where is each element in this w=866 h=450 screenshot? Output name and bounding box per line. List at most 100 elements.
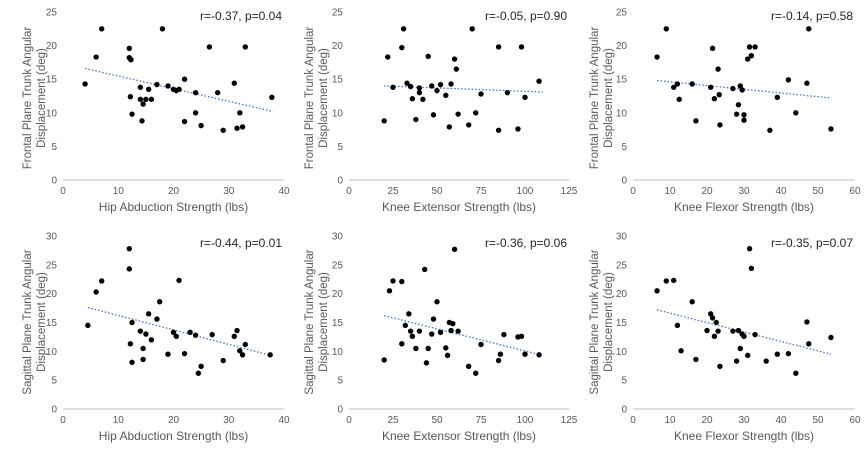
y-tick-label: 25 (332, 8, 344, 19)
y-tick-label: 0 (337, 176, 343, 187)
data-point (413, 345, 419, 352)
y-axis-title-line: Displacement (deg) (318, 48, 330, 148)
data-point (420, 96, 426, 103)
y-axis-title-line: Displacement (deg) (603, 48, 615, 148)
data-point (93, 289, 99, 295)
y-axis-title: Frontal Plane Trunk Angular Displacement … (589, 27, 615, 170)
x-tick-label: 10 (664, 186, 676, 197)
data-point (444, 352, 451, 359)
data-point (717, 363, 723, 370)
data-point (746, 245, 753, 252)
data-point (173, 333, 179, 340)
data-point (522, 94, 528, 101)
x-axis-title: Hip Abduction Strength (lbs) (99, 429, 248, 443)
y-axis-title: Sagittal Plane Trunk Angular Displacement… (589, 249, 615, 394)
data-point (170, 329, 177, 336)
data-point (450, 320, 456, 327)
data-point (237, 348, 243, 354)
data-point (425, 53, 431, 60)
data-point (748, 52, 755, 59)
data-point (704, 327, 710, 334)
data-point (741, 333, 747, 340)
data-point (126, 266, 132, 272)
data-point (735, 102, 742, 108)
x-tick-label: 30 (738, 415, 750, 426)
data-point (231, 80, 237, 86)
x-tick-label: 0 (60, 415, 66, 426)
correlation-annotation: r=-0.05, p=0.90 (485, 9, 567, 23)
data-point (126, 245, 132, 252)
data-point (206, 44, 213, 50)
data-point (735, 327, 742, 334)
data-point (748, 265, 755, 271)
data-point (148, 96, 155, 103)
x-tick-label: 25 (387, 186, 399, 197)
data-point (140, 101, 146, 107)
data-point (654, 288, 660, 294)
x-tick-label: 20 (168, 415, 180, 426)
y-axis-title-line: Frontal Plane Trunk Angular (589, 27, 601, 170)
data-point (148, 337, 155, 343)
data-point (156, 299, 163, 305)
data-point (708, 311, 714, 317)
data-point (137, 328, 144, 334)
data-point (478, 91, 484, 97)
y-axis-title: Sagittal Plane Trunk Angular Displacement… (304, 249, 330, 394)
x-tick-label: 60 (849, 186, 861, 197)
x-tick-label: 40 (278, 186, 290, 197)
data-point (416, 85, 423, 91)
data-point (785, 350, 792, 357)
data-point (689, 299, 695, 305)
data-point (407, 328, 414, 334)
data-point (215, 89, 221, 96)
data-point (434, 87, 440, 94)
data-point (448, 327, 454, 334)
data-point (654, 54, 660, 60)
x-tick-label: 30 (738, 186, 750, 197)
data-point (495, 127, 502, 133)
data-point (267, 352, 273, 358)
data-point (767, 127, 773, 133)
data-point (404, 80, 410, 86)
scatter-chart-4: 0 10 20 30 40 0 5 10 15 20 25 30 Hip Abduction Stren… (22, 232, 290, 444)
data-point (746, 44, 753, 50)
data-point (192, 332, 199, 338)
data-point (708, 84, 714, 90)
data-point (407, 83, 414, 90)
trendline (656, 79, 832, 99)
data-point (774, 94, 780, 101)
data-point (671, 277, 677, 284)
x-tick-label: 20 (701, 415, 713, 426)
data-point (715, 328, 721, 334)
data-point (804, 80, 810, 86)
data-point (137, 84, 144, 90)
correlation-annotation: r=-0.35, p=0.07 (771, 236, 853, 250)
x-tick-label: 0 (346, 186, 352, 197)
data-point (501, 331, 507, 338)
x-axis-title: Knee Extensor Strength (lbs) (382, 200, 536, 214)
data-point (140, 345, 146, 352)
data-point (745, 56, 751, 62)
data-point (409, 95, 416, 102)
data-point (828, 334, 834, 341)
y-axis-title: Frontal Plane Trunk Angular Displacement … (22, 27, 48, 170)
data-point (143, 96, 149, 103)
data-point (209, 331, 215, 338)
x-tick-label: 50 (812, 415, 824, 426)
x-tick-label: 125 (561, 186, 578, 197)
data-point (709, 45, 716, 51)
data-point (709, 315, 716, 321)
x-tick-label: 30 (223, 415, 235, 426)
data-point (421, 266, 428, 273)
data-point (715, 66, 721, 72)
data-point (465, 122, 472, 128)
correlation-annotation: r=-0.44, p=0.01 (200, 236, 282, 250)
data-point (126, 45, 132, 51)
data-point (198, 122, 204, 129)
y-tick-label: 30 (616, 232, 628, 243)
x-tick-label: 50 (431, 186, 443, 197)
y-tick-label: 10 (46, 108, 58, 119)
data-point (430, 316, 437, 322)
data-point (409, 333, 416, 340)
data-point (733, 358, 740, 364)
